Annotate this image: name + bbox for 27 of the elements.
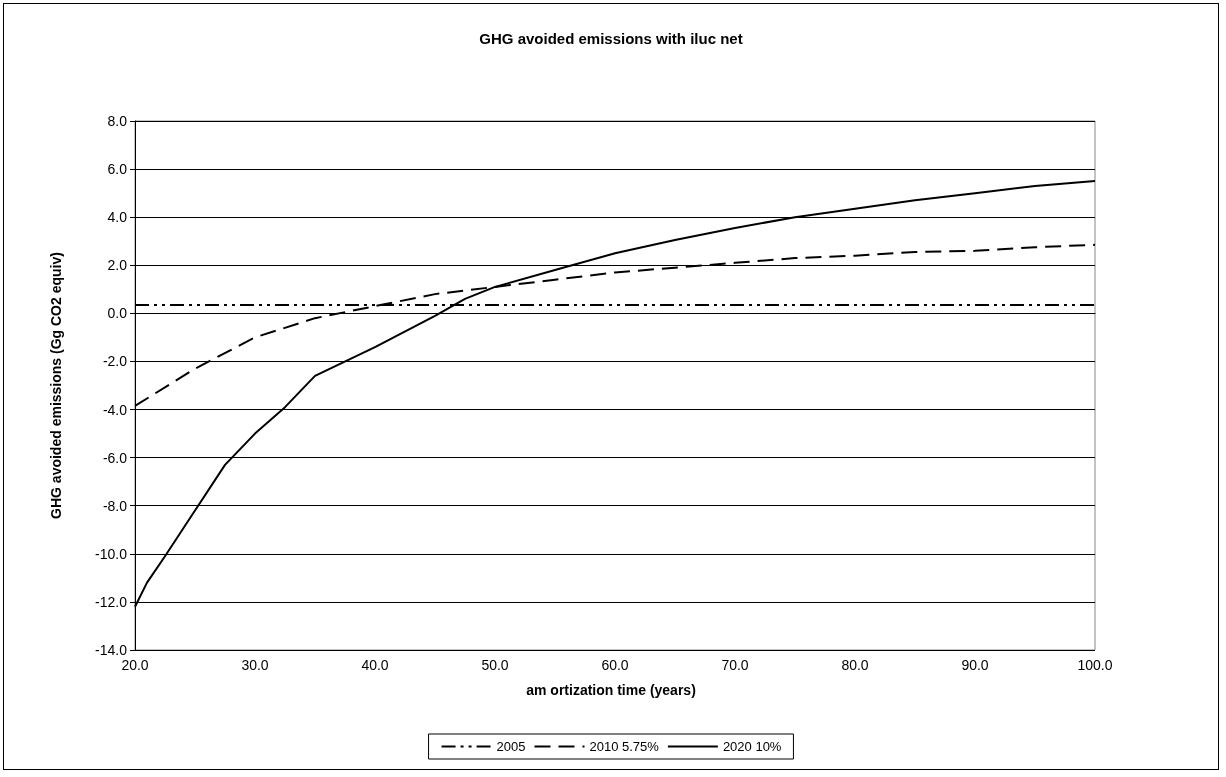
y-tick-label: -2.0 (102, 353, 128, 370)
x-axis-title: am ortization time (years) (526, 682, 696, 698)
y-tick-label: -14.0 (95, 642, 128, 658)
y-tick-label: -12.0 (95, 593, 128, 610)
y-axis-title: GHG avoided emissions (Gg CO2 equiv) (48, 252, 64, 519)
x-tick-label: 80.0 (841, 657, 869, 673)
legend-label: 2020 10% (722, 739, 782, 754)
y-tick-label: 4.0 (107, 209, 128, 226)
x-tick-label: 20.0 (121, 657, 149, 673)
y-tick-label: 6.0 (107, 161, 128, 178)
x-tick-label: 100.0 (1077, 657, 1113, 673)
x-tick-label: 40.0 (361, 657, 389, 673)
y-tick-label: 8.0 (107, 113, 128, 129)
x-tick-label: 60.0 (601, 657, 629, 673)
legend-label: 2005 (496, 739, 526, 754)
y-tick-label: 0.0 (107, 305, 128, 322)
x-tick-label: 30.0 (241, 657, 269, 673)
y-tick-label: -4.0 (102, 401, 128, 418)
y-tick-label: 2.0 (107, 257, 128, 274)
y-tick-label: -8.0 (102, 497, 128, 514)
x-tick-label: 50.0 (481, 657, 509, 673)
x-tick-label: 70.0 (721, 657, 749, 673)
legend-label: 2010 5.75% (589, 739, 660, 754)
x-tick-label: 90.0 (961, 657, 989, 673)
chart-title: GHG avoided emissions with iluc net (479, 30, 743, 47)
y-tick-label: -6.0 (102, 449, 128, 466)
y-tick-label: -10.0 (95, 545, 128, 562)
